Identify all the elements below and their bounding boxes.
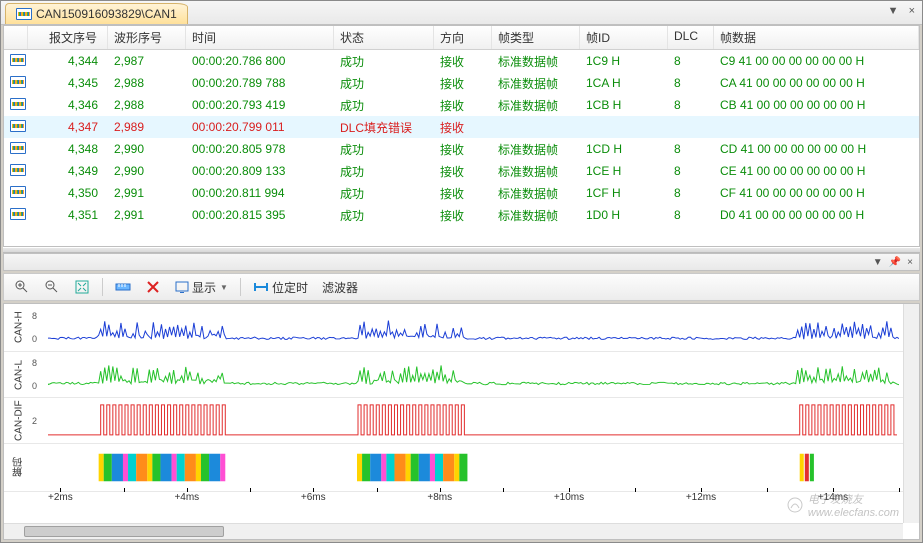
zoom-fit-icon (74, 279, 90, 295)
table-row[interactable]: 4,3462,98800:00:20.793 419成功接收标准数据帧1CB H… (4, 94, 919, 116)
table-row[interactable]: 4,3442,98700:00:20.786 800成功接收标准数据帧1C9 H… (4, 50, 919, 72)
bit-timing-label: 位定时 (272, 279, 308, 296)
col-msg[interactable]: 报文序号 (28, 26, 108, 49)
col-wave[interactable]: 波形序号 (108, 26, 186, 49)
table-row[interactable]: 4,3502,99100:00:20.811 994成功接收标准数据帧1CF H… (4, 182, 919, 204)
col-id[interactable]: 帧ID (580, 26, 668, 49)
scrollbar-thumb[interactable] (24, 526, 224, 537)
lane-y-ticks: 80 (32, 352, 46, 397)
waveform-lane[interactable]: CAN‑L80 (4, 352, 903, 398)
zoom-out-button[interactable] (40, 277, 64, 297)
zoom-out-icon (44, 279, 60, 295)
lane-canvas (48, 400, 899, 441)
table-body[interactable]: 4,3442,98700:00:20.786 800成功接收标准数据帧1C9 H… (4, 50, 919, 246)
lower-menu-button[interactable]: ▼ (873, 257, 883, 268)
display-dropdown[interactable]: 显示 ▼ (171, 277, 232, 298)
zoom-fit-button[interactable] (70, 277, 94, 297)
tab-can1[interactable]: CAN150916093829\CAN1 (5, 3, 188, 24)
display-icon (175, 280, 189, 294)
lower-pin-button[interactable]: 📌 (889, 257, 901, 268)
ruler-button[interactable] (111, 277, 135, 297)
delete-icon (145, 279, 161, 295)
lower-close-button[interactable]: × (907, 257, 913, 268)
row-icon (10, 164, 26, 176)
lane-label: CAN‑DIF (6, 398, 32, 443)
row-icon (10, 208, 26, 220)
table-row[interactable]: 4,3512,99100:00:20.815 395成功接收标准数据帧1D0 H… (4, 204, 919, 226)
lane-canvas (48, 306, 899, 349)
filter-label: 滤波器 (322, 279, 358, 296)
col-type[interactable]: 帧类型 (492, 26, 580, 49)
col-icon[interactable] (4, 26, 28, 49)
row-icon (10, 76, 26, 88)
zoom-in-icon (14, 279, 30, 295)
waveform-lane[interactable]: CAN‑DIF2 (4, 398, 903, 444)
lane-canvas (48, 446, 899, 489)
row-icon (10, 142, 26, 154)
table-row[interactable]: 4,3492,99000:00:20.809 133成功接收标准数据帧1CE H… (4, 160, 919, 182)
table-header: 报文序号 波形序号 时间 状态 方向 帧类型 帧ID DLC 帧数据 (4, 26, 919, 50)
table-row[interactable]: 4,3482,99000:00:20.805 978成功接收标准数据帧1CD H… (4, 138, 919, 160)
waveform-area: CAN‑H80CAN‑L80CAN‑DIF2解码+2ms+4ms+6ms+8ms… (3, 303, 920, 540)
x-axis: +2ms+4ms+6ms+8ms+10ms+12ms+14ms (4, 492, 903, 514)
scrollbar-vertical[interactable] (903, 304, 919, 523)
window-menu-button[interactable]: ▼ (885, 5, 902, 17)
bit-timing-button[interactable]: 位定时 (249, 277, 312, 298)
delete-button[interactable] (141, 277, 165, 297)
tab-title: CAN150916093829\CAN1 (36, 7, 177, 21)
lane-y-ticks: 80 (32, 304, 46, 351)
row-icon (10, 186, 26, 198)
toolbar-separator (102, 278, 103, 296)
lower-panel-header: ▼ 📌 × (3, 253, 920, 271)
window-close-button[interactable]: × (906, 5, 918, 17)
display-label: 显示 (192, 279, 216, 296)
waveform-lane[interactable]: CAN‑H80 (4, 304, 903, 352)
message-table-panel: 报文序号 波形序号 时间 状态 方向 帧类型 帧ID DLC 帧数据 4,344… (3, 25, 920, 247)
toolbar-separator-2 (240, 278, 241, 296)
ruler-icon (115, 279, 131, 295)
x-axis-ticks: +2ms+4ms+6ms+8ms+10ms+12ms+14ms (48, 492, 899, 514)
zoom-in-button[interactable] (10, 277, 34, 297)
filter-button[interactable]: 滤波器 (318, 277, 362, 298)
waveform-lane[interactable]: 解码 (4, 444, 903, 492)
col-data[interactable]: 帧数据 (714, 26, 919, 49)
window-buttons: ▼ × (885, 5, 918, 17)
tab-icon (16, 8, 32, 20)
table-row[interactable]: 4,3472,98900:00:20.799 011DLC填充错误接收 (4, 116, 919, 138)
waveform-toolbar: 显示 ▼ 位定时 滤波器 (3, 273, 920, 301)
scrollbar-horizontal[interactable] (4, 523, 903, 539)
lane-label: 解码 (6, 444, 32, 491)
row-icon (10, 54, 26, 66)
lane-label: CAN‑L (6, 352, 32, 397)
bit-timing-icon (253, 280, 269, 294)
col-status[interactable]: 状态 (334, 26, 434, 49)
row-icon (10, 120, 26, 132)
lane-canvas (48, 354, 899, 395)
lane-label: CAN‑H (6, 304, 32, 351)
col-dlc[interactable]: DLC (668, 26, 714, 49)
tab-bar: CAN150916093829\CAN1 ▼ × (1, 1, 922, 25)
col-dir[interactable]: 方向 (434, 26, 492, 49)
row-icon (10, 98, 26, 110)
col-time[interactable]: 时间 (186, 26, 334, 49)
lane-y-ticks: 2 (32, 398, 46, 443)
waveform-lanes[interactable]: CAN‑H80CAN‑L80CAN‑DIF2解码+2ms+4ms+6ms+8ms… (4, 304, 903, 523)
table-row[interactable]: 4,3452,98800:00:20.789 788成功接收标准数据帧1CA H… (4, 72, 919, 94)
chevron-down-icon: ▼ (220, 283, 228, 292)
